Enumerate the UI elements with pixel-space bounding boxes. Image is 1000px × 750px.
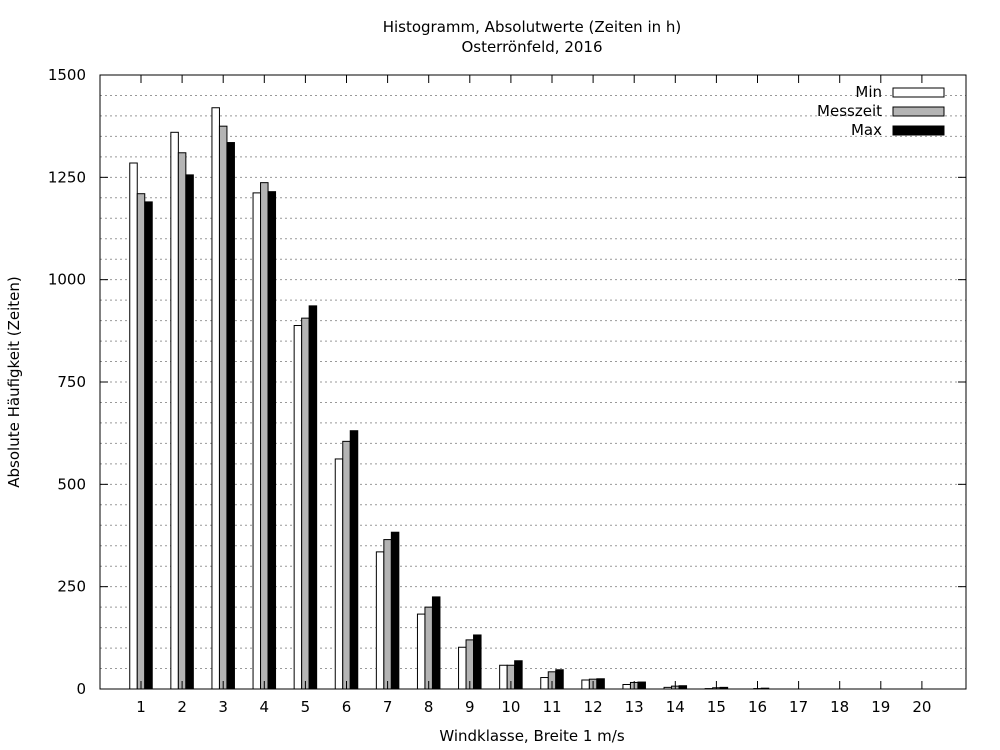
- x-tick-label: 10: [501, 698, 520, 716]
- bar-messzeit-5: [301, 317, 310, 690]
- y-tick-label: 0: [76, 680, 86, 698]
- grid-lines: [100, 94, 966, 670]
- legend-label-messzeit: Messzeit: [817, 102, 882, 120]
- bar-min-2: [170, 131, 179, 690]
- x-tick-label: 3: [218, 698, 228, 716]
- x-tick-label: 11: [542, 698, 561, 716]
- y-tick-label: 750: [57, 373, 86, 391]
- x-tick-label: 9: [465, 698, 475, 716]
- y-tick-label: 250: [57, 578, 86, 596]
- bars: [129, 107, 770, 690]
- bar-min-8: [416, 613, 426, 690]
- bar-messzeit-1: [136, 193, 146, 690]
- y-axis-ticks: 0 250 500 750 1000 1250 1500: [48, 66, 966, 698]
- bar-max-8: [431, 596, 441, 690]
- bar-min-5: [293, 325, 303, 690]
- legend-label-max: Max: [851, 121, 882, 139]
- bar-max-10: [514, 660, 523, 690]
- bar-messzeit-4: [260, 182, 269, 690]
- x-tick-label: 5: [301, 698, 311, 716]
- x-tick-label: 16: [748, 698, 767, 716]
- bar-min-3: [211, 107, 220, 690]
- x-tick-label: 4: [260, 698, 270, 716]
- bar-messzeit-7: [383, 539, 392, 690]
- chart-subtitle: Osterrönfeld, 2016: [461, 38, 602, 56]
- x-tick-label: 17: [789, 698, 808, 716]
- x-tick-label: 20: [912, 698, 931, 716]
- bar-max-13: [637, 681, 646, 690]
- bar-min-11: [540, 677, 549, 690]
- bar-messzeit-6: [342, 440, 351, 690]
- bar-max-12: [596, 678, 605, 690]
- bar-max-6: [349, 430, 359, 690]
- x-tick-label: 6: [342, 698, 352, 716]
- y-tick-label: 1000: [48, 271, 86, 289]
- bar-max-4: [267, 191, 277, 690]
- x-tick-label: 12: [584, 698, 603, 716]
- x-tick-label: 15: [707, 698, 726, 716]
- bar-messzeit-8: [424, 606, 433, 690]
- legend-swatch-min: [892, 87, 945, 98]
- bar-min-9: [458, 646, 467, 690]
- bar-max-7: [390, 531, 400, 690]
- y-tick-label: 500: [57, 475, 86, 493]
- bar-max-5: [308, 305, 318, 690]
- bar-max-1: [144, 201, 153, 690]
- x-tick-label: 18: [830, 698, 849, 716]
- bar-min-10: [499, 664, 508, 690]
- x-axis-ticks: 1 2 3 4 5 6 7 8 9 10 11 12 13 14 15 16 17 18 19 20: [136, 75, 931, 716]
- legend-swatch-max: [892, 125, 945, 136]
- legend-label-min: Min: [855, 83, 882, 101]
- bar-min-1: [129, 162, 138, 690]
- x-tick-label: 19: [871, 698, 890, 716]
- bar-min-12: [581, 679, 590, 690]
- bar-messzeit-2: [177, 152, 187, 690]
- x-tick-label: 14: [666, 698, 685, 716]
- bar-max-9: [473, 634, 482, 690]
- bar-min-13: [622, 683, 631, 690]
- y-tick-label: 1250: [48, 168, 86, 186]
- chart-title: Histogramm, Absolutwerte (Zeiten in h): [383, 18, 682, 36]
- x-axis-label: Windklasse, Breite 1 m/s: [439, 727, 625, 745]
- x-tick-label: 2: [177, 698, 187, 716]
- x-tick-label: 13: [625, 698, 644, 716]
- y-axis-label: Absolute Häufigkeit (Zeiten): [5, 276, 23, 487]
- y-tick-label: 1500: [48, 66, 86, 84]
- bar-min-4: [252, 192, 262, 690]
- bar-messzeit-3: [218, 125, 228, 690]
- legend-swatch-messzeit: [892, 106, 945, 117]
- bar-max-11: [555, 669, 564, 690]
- x-tick-label: 7: [383, 698, 393, 716]
- bar-min-7: [375, 551, 385, 690]
- x-tick-label: 8: [424, 698, 434, 716]
- bar-max-3: [226, 142, 235, 690]
- bar-min-6: [334, 458, 344, 690]
- x-tick-label: 1: [136, 698, 146, 716]
- bar-max-2: [185, 174, 194, 690]
